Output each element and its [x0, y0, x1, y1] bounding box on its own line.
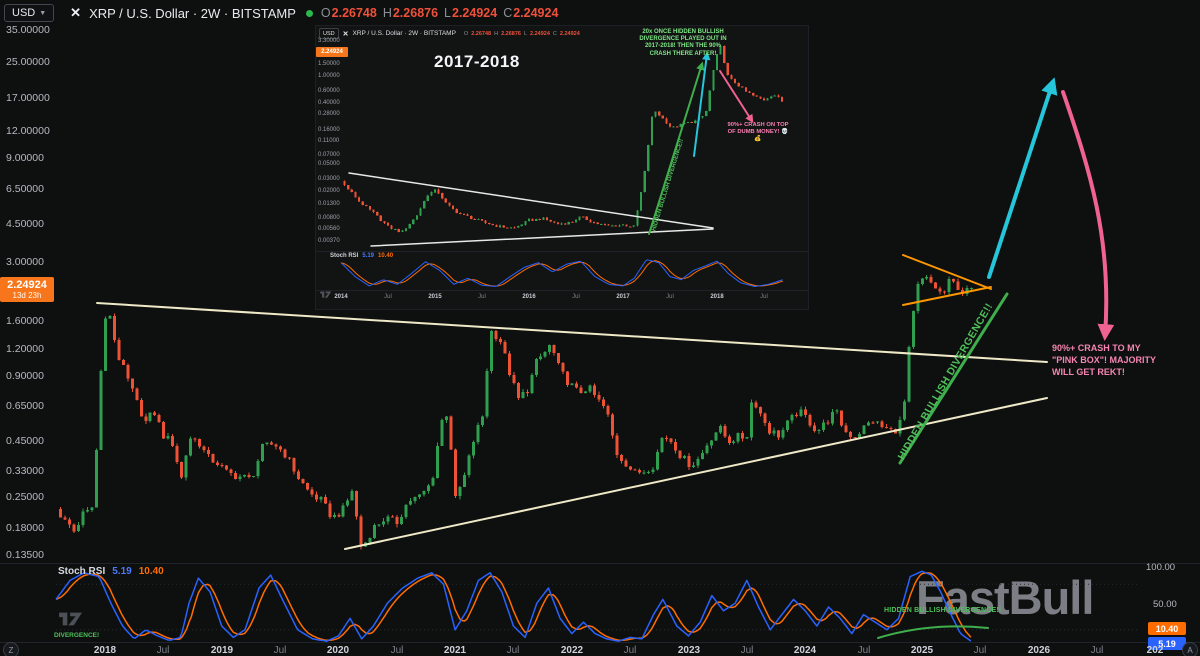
current-price-badge: 2.24924 13d 23h: [0, 277, 54, 302]
currency-selector[interactable]: USD ▼: [4, 4, 55, 22]
rsi-axis-label-100: 100.00: [1146, 562, 1176, 573]
inset-price-axis-label: 0.03000: [318, 176, 340, 182]
inset-time-axis-label: 2017: [616, 294, 630, 300]
inset-ohlc-readout: O 2.26748 H 2.26876 L 2.24924 C 2.24924: [463, 30, 580, 37]
pink-crash-note-line2: "PINK BOX"! MAJORITY: [1052, 354, 1157, 365]
inset-time-axis-label: 2018: [710, 294, 724, 300]
pink-crash-note[interactable]: 90%+ CRASH TO MY "PINK BOX"! MAJORITY WI…: [1052, 343, 1194, 379]
inset-price-axis-label: 0.01300: [318, 201, 340, 207]
pink-crash-note-line1: 90%+ CRASH TO MY: [1052, 343, 1141, 353]
pink-crash-note-line3: WILL GET REKT!: [1052, 366, 1125, 377]
current-price-value: 2.24924: [7, 279, 47, 291]
triangle-lower: [370, 228, 714, 247]
inset-price-axis-label: 0.16000: [318, 127, 340, 133]
pink-arrow: [719, 70, 754, 124]
candlestick-series: [59, 274, 974, 550]
rsi-hidden-bullish-label[interactable]: HIDDEN BULLISH DIVERGENCE!!: [884, 607, 1002, 614]
inset-time-axis-label: Jul: [572, 294, 580, 300]
lower-trendline: [344, 397, 1048, 550]
inset-time-axis-label: Jul: [666, 294, 674, 300]
inset-price-axis-label: 0.11000: [318, 138, 340, 144]
inset-time-axis-label: 2015: [428, 294, 442, 300]
pink-crash-arrow: [1061, 90, 1115, 342]
inset-price-axis-label: 0.00560: [318, 226, 340, 232]
rally-divergence-line: [648, 61, 705, 235]
rsi-d-badge: 10.40: [1148, 622, 1186, 635]
inset-era-label: 2017-2018: [434, 52, 520, 71]
inset-xrp-logo-icon: ✕: [342, 30, 349, 38]
time-axis-separator: [0, 642, 1200, 643]
inset-axis-separator: [316, 290, 808, 291]
inset-chart-canvas: [340, 45, 784, 287]
xrp-logo-icon: ✕: [70, 5, 82, 20]
inset-price-axis-label: 0.60000: [318, 88, 340, 94]
rsi-k-value: 5.19: [112, 566, 132, 577]
inset-price-axis-label: 0.02000: [318, 188, 340, 194]
market-status-dot: [305, 9, 313, 17]
bar-countdown: 13d 23h: [12, 291, 42, 300]
inset-rsi-d-value: 10.40: [378, 253, 394, 259]
symbol-title[interactable]: XRP / U.S. Dollar · 2W · BITSTAMP: [89, 5, 296, 21]
rsi-k-badge: 5.19: [1148, 637, 1186, 650]
inset-price-axis-label: 0.28000: [318, 111, 340, 117]
inset-time-axis-label: Jul: [478, 294, 486, 300]
cyan-projection-arrow: [987, 77, 1058, 279]
inset-time-axis-label: 2016: [522, 294, 536, 300]
inset-price-axis-label: 0.00800: [318, 215, 340, 221]
divergence-line: [898, 292, 1009, 465]
inset-chart-2014-2018[interactable]: USD ✕ XRP / U.S. Dollar · 2W · BITSTAMP …: [315, 25, 809, 310]
candlestick-series: [343, 45, 784, 233]
inset-crash-note[interactable]: 90%+ CRASH ON TOP OF DUMB MONEY! 💀💰: [727, 122, 789, 142]
ohlc-readout: O 2.26748 H 2.26876 L 2.24924 C 2.24924: [320, 6, 559, 20]
tradingview-logo-icon: [320, 291, 332, 298]
upper-trendline: [96, 302, 1048, 363]
pennant-upper: [902, 254, 992, 290]
inset-pane-separator: [316, 251, 808, 252]
inset-price-axis-label: 0.07000: [318, 152, 340, 158]
triangle-upper: [348, 172, 714, 229]
inset-rsi-header: Stoch RSI 5.19 10.40: [330, 253, 393, 259]
inset-rsi-k-value: 5.19: [362, 253, 375, 259]
rsi-pane-header[interactable]: Stoch RSI 5.19 10.40: [58, 566, 164, 577]
inset-toolbar: USD ✕ XRP / U.S. Dollar · 2W · BITSTAMP …: [319, 28, 580, 39]
auto-scale-button[interactable]: A: [1182, 642, 1198, 656]
inset-currency-selector: USD: [319, 28, 339, 39]
fastbull-watermark: FastBull: [916, 571, 1094, 624]
inset-price-axis-label: 1.50000: [318, 61, 340, 67]
rsi-label: Stoch RSI: [58, 566, 106, 577]
inset-price-axis-label: 0.00370: [318, 238, 340, 244]
timezone-button[interactable]: Z: [3, 642, 19, 656]
rsi-axis-label-50: 50.00: [1153, 599, 1177, 610]
chart-header: USD ▼ ✕ XRP / U.S. Dollar · 2W · BITSTAM…: [0, 0, 558, 26]
pennant-lower: [902, 286, 992, 306]
inset-symbol-title: XRP / U.S. Dollar · 2W · BITSTAMP: [352, 30, 456, 37]
inset-time-axis-label: Jul: [760, 294, 768, 300]
inset-divergence-note[interactable]: 20x ONCE HIDDEN BULLISH DIVERGENCE PLAYE…: [639, 29, 727, 57]
cyan-arrow: [693, 51, 711, 157]
inset-price-axis-label: 0.40000: [318, 100, 340, 106]
chevron-down-icon: ▼: [39, 9, 47, 17]
rsi-divergence-curve: [877, 625, 989, 639]
inset-price-axis-label: 3.30000: [318, 38, 340, 44]
currency-selector-label: USD: [12, 7, 36, 19]
tradingview-logo-icon: [59, 612, 82, 626]
inset-price-axis-label: 0.05000: [318, 161, 340, 167]
inset-time-axis-label: Jul: [384, 294, 392, 300]
inset-current-price-badge: 2.24924: [316, 47, 348, 57]
inset-price-axis-label: 1.00000: [318, 73, 340, 79]
inset-rsi-label: Stoch RSI: [330, 253, 359, 259]
rsi-pane-separator: [0, 563, 1200, 564]
rsi-d-value: 10.40: [138, 566, 164, 577]
idea-title-note: DIVERGENCE!: [54, 632, 100, 639]
inset-time-axis-label: 2014: [334, 294, 348, 300]
